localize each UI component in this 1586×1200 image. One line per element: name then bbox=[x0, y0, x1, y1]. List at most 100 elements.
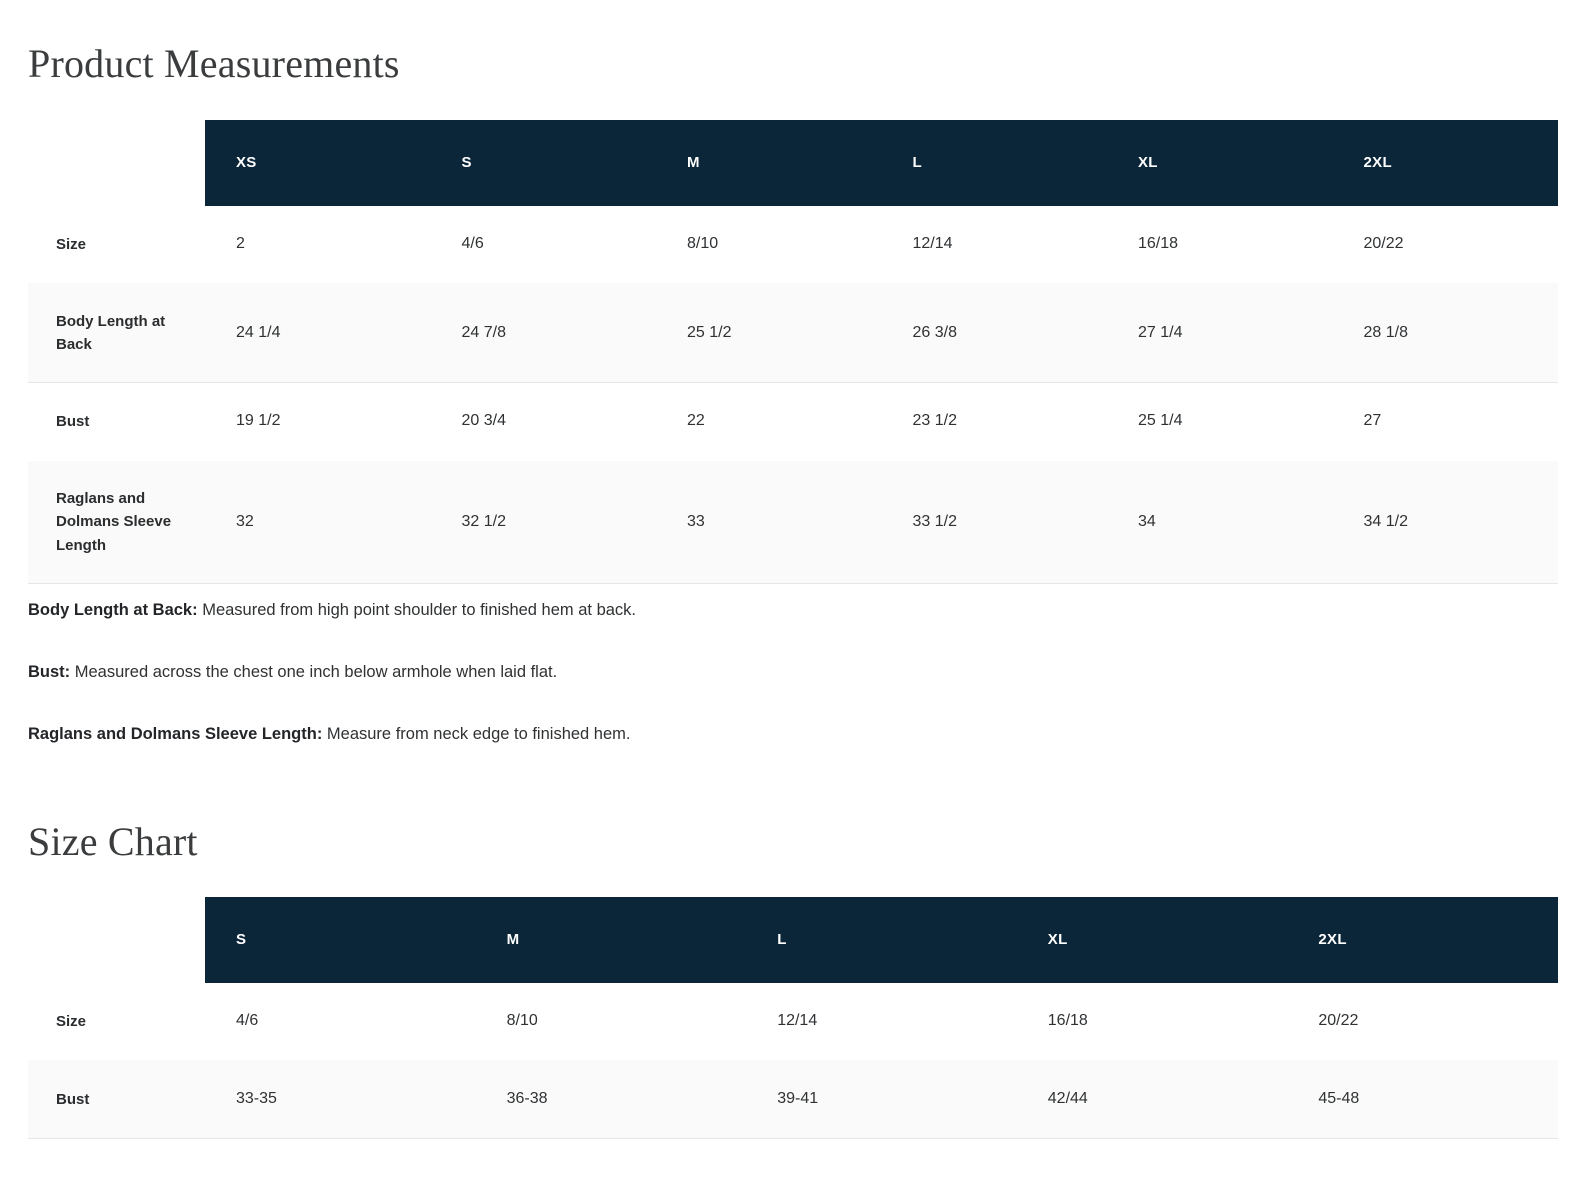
cell-value: 25 1/4 bbox=[1138, 412, 1183, 430]
note-term: Bust: bbox=[28, 663, 71, 681]
column-header-xs: XS bbox=[205, 120, 431, 206]
cell-value: 34 1/2 bbox=[1363, 512, 1408, 530]
cell-value: 36-38 bbox=[506, 1089, 548, 1107]
table-cell: 32 1/2 bbox=[430, 460, 656, 584]
table-cell: 20/22 bbox=[1332, 205, 1558, 284]
table-cell: 2 bbox=[205, 205, 431, 284]
size-chart-table: S M L XL 2XL Size 4/6 8/10 12/14 16/18 2… bbox=[28, 897, 1558, 1139]
table-cell: 24 7/8 bbox=[430, 282, 656, 384]
column-header-l: L bbox=[746, 897, 1017, 983]
table-cell: 33-35 bbox=[205, 1059, 476, 1139]
column-header-label: XS bbox=[236, 154, 257, 171]
row-label: Raglans and Dolmans Sleeve Length bbox=[28, 460, 205, 584]
note-raglans-dolmans: Raglans and Dolmans Sleeve Length: Measu… bbox=[28, 722, 1428, 747]
cell-value: 16/18 bbox=[1138, 235, 1179, 252]
column-header-m: M bbox=[656, 120, 882, 206]
table-row: Bust 33-35 36-38 39-41 42/44 45-48 bbox=[28, 1059, 1558, 1139]
column-header-label: 2XL bbox=[1363, 154, 1392, 171]
table-cell: 33 bbox=[656, 460, 882, 584]
column-header-2xl: 2XL bbox=[1332, 120, 1558, 206]
page-title-size-chart: Size Chart bbox=[28, 819, 198, 864]
table-head: XS S M L XL 2XL bbox=[28, 120, 1558, 206]
cell-value: 33-35 bbox=[236, 1089, 277, 1107]
table-cell: 16/18 bbox=[1016, 982, 1288, 1061]
product-measurements-table: XS S M L XL 2XL Size 2 4/6 8/10 12/14 16… bbox=[28, 120, 1558, 584]
cell-value: 8/10 bbox=[506, 1012, 538, 1029]
cell-value: 12/14 bbox=[912, 235, 953, 252]
cell-value: 16/18 bbox=[1047, 1012, 1088, 1029]
table-body: Size 2 4/6 8/10 12/14 16/18 20/22 Body L… bbox=[28, 205, 1558, 584]
cell-value: 22 bbox=[687, 412, 705, 430]
table-row: Body Length at Back 24 1/4 24 7/8 25 1/2… bbox=[28, 282, 1558, 384]
row-label: Bust bbox=[28, 1059, 205, 1139]
table-cell: 19 1/2 bbox=[205, 382, 431, 461]
table-cell: 8/10 bbox=[656, 205, 882, 284]
cell-value: 20/22 bbox=[1363, 235, 1404, 252]
table-cell: 4/6 bbox=[205, 982, 476, 1061]
cell-value: 42/44 bbox=[1047, 1089, 1088, 1107]
note-bust: Bust: Measured across the chest one inch… bbox=[28, 660, 1428, 685]
column-header-label: S bbox=[236, 931, 247, 948]
cell-value: 32 1/2 bbox=[461, 512, 506, 530]
cell-value: 26 3/8 bbox=[912, 323, 957, 341]
cell-value: 34 bbox=[1138, 512, 1156, 530]
table-row: Size 2 4/6 8/10 12/14 16/18 20/22 bbox=[28, 205, 1558, 284]
column-header-label: L bbox=[777, 931, 787, 948]
column-header-label: M bbox=[687, 154, 700, 171]
cell-value: 25 1/2 bbox=[687, 323, 732, 341]
row-label: Size bbox=[28, 205, 205, 284]
column-header-label: XL bbox=[1047, 931, 1068, 948]
cell-value: 19 1/2 bbox=[236, 412, 281, 430]
table-cell: 24 1/4 bbox=[205, 282, 431, 384]
column-header-xl: XL bbox=[1107, 120, 1333, 206]
table-cell: 45-48 bbox=[1287, 1059, 1558, 1139]
row-label: Size bbox=[28, 982, 205, 1061]
table-header-row: S M L XL 2XL bbox=[28, 897, 1558, 983]
table-row: Raglans and Dolmans Sleeve Length 32 32 … bbox=[28, 460, 1558, 584]
cell-value: 32 bbox=[236, 512, 254, 530]
table-cell: 25 1/2 bbox=[656, 282, 882, 384]
cell-value: 33 1/2 bbox=[912, 512, 957, 530]
table-cell: 16/18 bbox=[1107, 205, 1333, 284]
table-body: Size 4/6 8/10 12/14 16/18 20/22 Bust 33-… bbox=[28, 982, 1558, 1139]
page-title-product-measurements: Product Measurements bbox=[28, 41, 400, 86]
note-body-length: Body Length at Back: Measured from high … bbox=[28, 598, 1428, 623]
table-cell: 4/6 bbox=[430, 205, 656, 284]
table-cell: 22 bbox=[656, 382, 882, 461]
row-label: Body Length at Back bbox=[28, 282, 205, 384]
table-corner-cell bbox=[28, 897, 205, 983]
cell-value: 20/22 bbox=[1318, 1012, 1359, 1029]
cell-value: 8/10 bbox=[687, 235, 719, 252]
cell-value: 33 bbox=[687, 512, 705, 530]
table-cell: 34 bbox=[1107, 460, 1333, 584]
column-header-s: S bbox=[430, 120, 656, 206]
table-cell: 23 1/2 bbox=[881, 382, 1107, 461]
note-text: Measure from neck edge to finished hem. bbox=[322, 725, 631, 743]
note-term: Raglans and Dolmans Sleeve Length: bbox=[28, 725, 323, 743]
table-cell: 8/10 bbox=[475, 982, 747, 1061]
cell-value: 24 1/4 bbox=[236, 323, 281, 341]
cell-value: 2 bbox=[236, 235, 245, 252]
table-cell: 26 3/8 bbox=[881, 282, 1107, 384]
cell-value: 39-41 bbox=[777, 1089, 819, 1107]
note-text: Measured across the chest one inch below… bbox=[70, 663, 558, 681]
table-cell: 27 1/4 bbox=[1107, 282, 1333, 384]
cell-value: 27 1/4 bbox=[1138, 323, 1183, 341]
column-header-label: L bbox=[912, 154, 922, 171]
cell-value: 28 1/8 bbox=[1363, 323, 1408, 341]
cell-value: 20 3/4 bbox=[461, 412, 506, 430]
note-text: Measured from high point shoulder to fin… bbox=[197, 601, 637, 619]
column-header-l: L bbox=[881, 120, 1107, 206]
table-cell: 27 bbox=[1332, 382, 1558, 461]
table-head: S M L XL 2XL bbox=[28, 897, 1558, 983]
table-row: Bust 19 1/2 20 3/4 22 23 1/2 25 1/4 27 bbox=[28, 382, 1558, 461]
column-header-label: 2XL bbox=[1318, 931, 1347, 948]
column-header-label: M bbox=[506, 931, 520, 948]
column-header-xl: XL bbox=[1016, 897, 1288, 983]
table-cell: 20 3/4 bbox=[430, 382, 656, 461]
note-term: Body Length at Back: bbox=[28, 601, 198, 619]
column-header-label: S bbox=[461, 154, 472, 171]
table-row: Size 4/6 8/10 12/14 16/18 20/22 bbox=[28, 982, 1558, 1061]
column-header-s: S bbox=[205, 897, 476, 983]
